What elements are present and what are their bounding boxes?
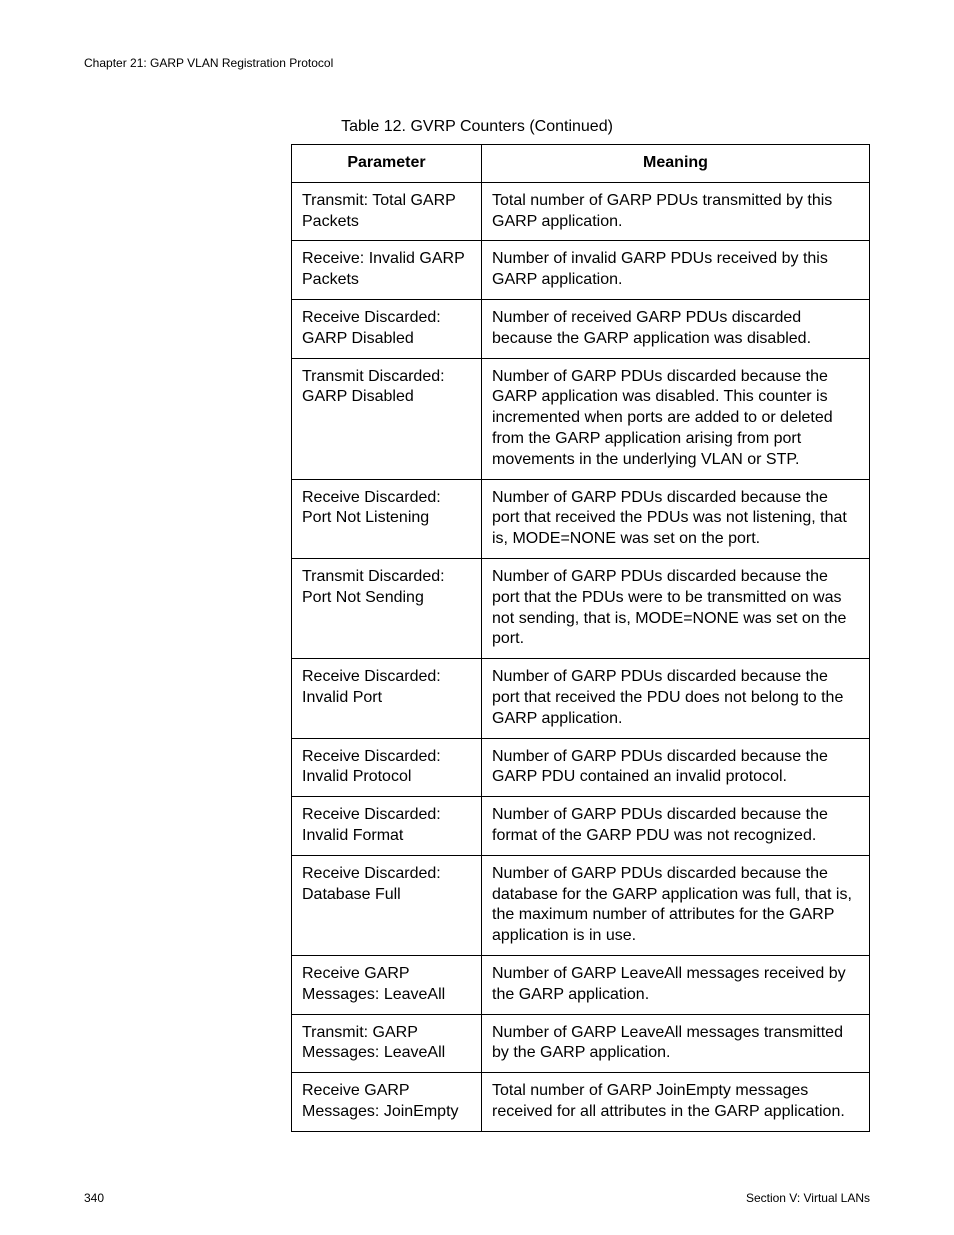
cell-meaning: Number of GARP PDUs discarded because th… <box>482 558 870 658</box>
cell-parameter: Receive Discarded: Database Full <box>292 855 482 955</box>
table-row: Receive GARP Messages: LeaveAll Number o… <box>292 955 870 1014</box>
col-header-parameter: Parameter <box>292 145 482 183</box>
table-row: Receive Discarded: GARP Disabled Number … <box>292 299 870 358</box>
table-body: Transmit: Total GARP Packets Total numbe… <box>292 182 870 1131</box>
cell-parameter: Receive GARP Messages: LeaveAll <box>292 955 482 1014</box>
page: Chapter 21: GARP VLAN Registration Proto… <box>0 0 954 1235</box>
table-row: Transmit: Total GARP Packets Total numbe… <box>292 182 870 241</box>
table-row: Receive Discarded: Invalid Protocol Numb… <box>292 738 870 797</box>
cell-meaning: Number of GARP PDUs discarded because th… <box>482 659 870 738</box>
cell-parameter: Receive GARP Messages: JoinEmpty <box>292 1073 482 1132</box>
table-row: Receive Discarded: Invalid Port Number o… <box>292 659 870 738</box>
cell-meaning: Number of GARP PDUs discarded because th… <box>482 797 870 856</box>
col-header-meaning: Meaning <box>482 145 870 183</box>
cell-parameter: Receive Discarded: Port Not Listening <box>292 479 482 558</box>
table-caption: Table 12. GVRP Counters (Continued) <box>84 118 870 136</box>
chapter-header: Chapter 21: GARP VLAN Registration Proto… <box>84 56 870 70</box>
cell-parameter: Receive: Invalid GARP Packets <box>292 241 482 300</box>
cell-meaning: Number of invalid GARP PDUs received by … <box>482 241 870 300</box>
cell-meaning: Total number of GARP PDUs transmitted by… <box>482 182 870 241</box>
cell-parameter: Receive Discarded: Invalid Protocol <box>292 738 482 797</box>
table-row: Receive Discarded: Invalid Format Number… <box>292 797 870 856</box>
cell-meaning: Number of GARP PDUs discarded because th… <box>482 855 870 955</box>
cell-parameter: Transmit: Total GARP Packets <box>292 182 482 241</box>
section-label: Section V: Virtual LANs <box>746 1191 870 1205</box>
cell-parameter: Receive Discarded: Invalid Format <box>292 797 482 856</box>
cell-meaning: Number of received GARP PDUs discarded b… <box>482 299 870 358</box>
page-number: 340 <box>84 1191 104 1205</box>
cell-parameter: Transmit Discarded: Port Not Sending <box>292 558 482 658</box>
table-row: Receive: Invalid GARP Packets Number of … <box>292 241 870 300</box>
table-row: Transmit Discarded: Port Not Sending Num… <box>292 558 870 658</box>
cell-meaning: Total number of GARP JoinEmpty messages … <box>482 1073 870 1132</box>
cell-parameter: Receive Discarded: Invalid Port <box>292 659 482 738</box>
table-row: Transmit: GARP Messages: LeaveAll Number… <box>292 1014 870 1073</box>
table-row: Transmit Discarded: GARP Disabled Number… <box>292 358 870 479</box>
cell-meaning: Number of GARP PDUs discarded because th… <box>482 738 870 797</box>
table-row: Receive Discarded: Port Not Listening Nu… <box>292 479 870 558</box>
cell-meaning: Number of GARP LeaveAll messages transmi… <box>482 1014 870 1073</box>
table-header-row: Parameter Meaning <box>292 145 870 183</box>
cell-parameter: Transmit: GARP Messages: LeaveAll <box>292 1014 482 1073</box>
cell-meaning: Number of GARP PDUs discarded because th… <box>482 479 870 558</box>
table-row: Receive GARP Messages: JoinEmpty Total n… <box>292 1073 870 1132</box>
gvrp-counters-table: Parameter Meaning Transmit: Total GARP P… <box>291 144 870 1132</box>
cell-meaning: Number of GARP LeaveAll messages receive… <box>482 955 870 1014</box>
cell-parameter: Receive Discarded: GARP Disabled <box>292 299 482 358</box>
cell-meaning: Number of GARP PDUs discarded because th… <box>482 358 870 479</box>
table-row: Receive Discarded: Database Full Number … <box>292 855 870 955</box>
cell-parameter: Transmit Discarded: GARP Disabled <box>292 358 482 479</box>
page-footer: 340 Section V: Virtual LANs <box>84 1191 870 1205</box>
